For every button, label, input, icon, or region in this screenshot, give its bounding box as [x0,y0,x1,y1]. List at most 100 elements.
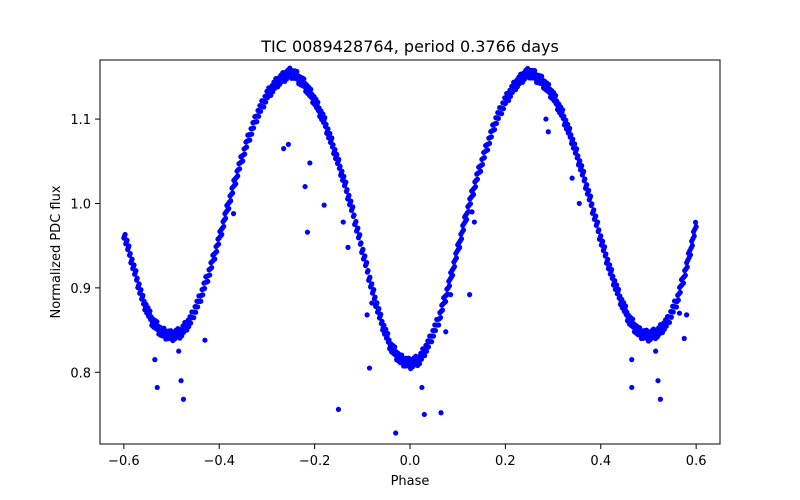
outlier-point [419,384,425,391]
y-axis-label: Normalized PDC flux [49,185,64,318]
data-point [682,272,688,278]
data-point [207,272,213,278]
data-point [315,99,321,105]
data-point [327,130,333,137]
data-point [256,113,262,119]
data-point [488,134,494,140]
data-point [663,323,669,329]
y-tick-label: 0.8 [70,366,91,381]
data-point [594,219,601,225]
data-point [329,135,335,141]
outlier-point [543,116,549,122]
data-point [353,218,359,225]
data-point [131,262,137,268]
x-tick-label: 0.0 [400,454,421,469]
data-point [195,304,201,310]
data-point [593,213,599,219]
outlier-point [178,378,184,384]
data-point [687,252,694,258]
outlier-point [655,378,661,384]
data-point [596,227,602,233]
data-point [236,166,243,172]
data-point [603,251,609,257]
data-point [257,108,264,115]
data-point [481,154,487,161]
data-point [574,146,580,152]
data-point [346,192,352,198]
data-point [575,153,581,159]
data-point [215,241,222,247]
data-point [343,179,349,185]
data-point [495,115,501,121]
data-point [138,287,144,293]
data-point [579,163,585,169]
data-point [129,256,135,262]
data-point [691,233,697,239]
data-point [191,315,197,321]
data-point [567,125,573,131]
data-point [386,337,392,343]
data-point [330,142,336,148]
data-point [532,68,538,74]
data-point [668,314,674,320]
data-point [453,255,460,261]
data-point [422,353,428,359]
outlier-point [545,129,551,135]
data-point [539,73,545,79]
outlier-point [340,219,346,225]
outlier-point [629,357,635,363]
data-point [209,265,215,271]
data-point [228,198,234,204]
data-point [308,86,314,92]
outlier-point [676,310,683,316]
data-point [205,278,211,285]
data-point [577,158,583,164]
data-point [463,216,470,223]
data-point [486,140,493,146]
data-point [675,297,681,303]
outlier-point [335,406,342,412]
outlier-point [447,292,454,298]
data-point [250,125,257,131]
data-point [332,146,338,153]
outlier-point [684,312,690,318]
data-point [568,132,574,138]
data-point [222,215,229,221]
data-point [371,286,377,293]
data-point [240,158,246,164]
x-tick-label: 0.6 [686,454,707,469]
data-point [336,156,342,162]
data-point [429,339,435,345]
data-point [136,281,142,287]
outlier-point [176,348,182,354]
data-point [379,318,385,324]
data-point [477,168,484,174]
data-point [369,281,375,287]
data-point [254,119,260,125]
data-point [677,289,683,295]
data-point [221,223,227,230]
data-point [430,333,437,339]
data-point [249,131,255,137]
data-point [439,307,446,313]
data-point [212,256,218,262]
outlier-point [302,183,308,190]
data-point [133,268,139,274]
data-point [446,283,453,289]
data-point [436,322,442,328]
data-point [385,330,391,337]
data-point [484,147,491,153]
outlier-point [629,384,635,391]
outlier-point [202,337,208,343]
data-point [591,207,597,213]
x-tick-label: 0.2 [495,454,516,469]
data-point [416,361,423,367]
outlier-point [469,209,475,215]
data-point [334,151,340,158]
data-point [546,81,552,88]
chart-title: TIC 0089428764, period 0.3766 days [260,37,559,56]
data-point [584,182,590,188]
data-point [565,121,571,127]
data-point [582,176,588,182]
